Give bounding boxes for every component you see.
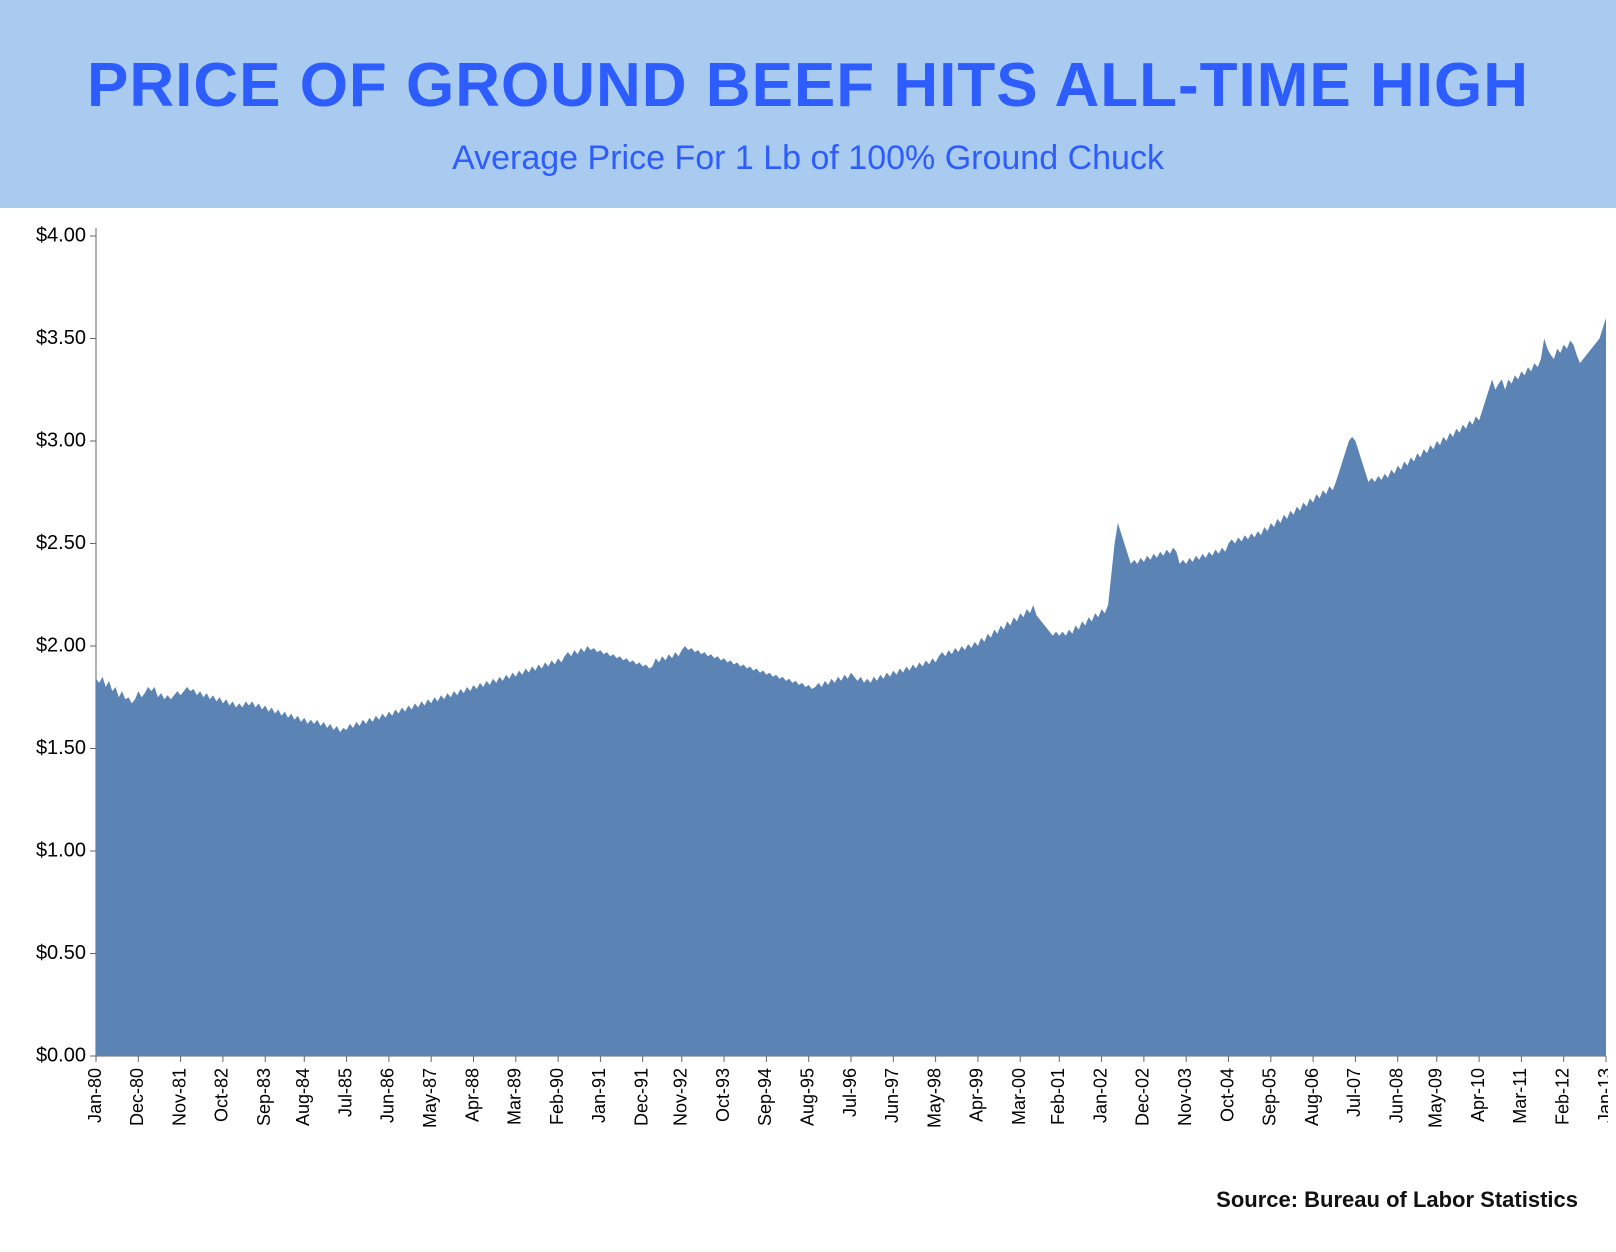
svg-text:$2.00: $2.00 bbox=[36, 634, 86, 656]
svg-text:Aug-95: Aug-95 bbox=[797, 1068, 817, 1126]
svg-text:Jul-96: Jul-96 bbox=[840, 1068, 860, 1117]
price-area-chart: $0.00 $0.50 $1.00 $1.50 $2.00 $2.50 $3.00 $3.50… bbox=[8, 216, 1608, 1176]
svg-text:Jan-91: Jan-91 bbox=[589, 1068, 609, 1123]
svg-text:Jun-86: Jun-86 bbox=[378, 1068, 398, 1123]
svg-text:Feb-12: Feb-12 bbox=[1552, 1068, 1572, 1125]
svg-text:$1.00: $1.00 bbox=[36, 839, 86, 861]
svg-text:$0.00: $0.00 bbox=[36, 1044, 86, 1066]
svg-text:Mar-00: Mar-00 bbox=[1009, 1068, 1029, 1125]
svg-text:$3.00: $3.00 bbox=[36, 429, 86, 451]
svg-text:Aug-84: Aug-84 bbox=[293, 1068, 313, 1126]
svg-text:Jun-97: Jun-97 bbox=[882, 1068, 902, 1123]
svg-text:Jan-80: Jan-80 bbox=[85, 1068, 105, 1123]
svg-text:Feb-01: Feb-01 bbox=[1048, 1068, 1068, 1125]
svg-text:Oct-04: Oct-04 bbox=[1217, 1068, 1237, 1122]
svg-text:Jan-13: Jan-13 bbox=[1595, 1068, 1608, 1123]
svg-text:Jun-08: Jun-08 bbox=[1386, 1068, 1406, 1123]
svg-text:Mar-11: Mar-11 bbox=[1510, 1068, 1530, 1124]
svg-text:Jul-07: Jul-07 bbox=[1344, 1068, 1364, 1117]
svg-text:Nov-03: Nov-03 bbox=[1175, 1068, 1195, 1126]
svg-text:May-09: May-09 bbox=[1426, 1068, 1446, 1128]
page-subtitle: Average Price For 1 Lb of 100% Ground Ch… bbox=[40, 139, 1576, 178]
svg-text:Oct-82: Oct-82 bbox=[212, 1068, 232, 1122]
svg-text:Sep-83: Sep-83 bbox=[254, 1068, 274, 1126]
svg-text:Sep-94: Sep-94 bbox=[755, 1068, 775, 1126]
chart-container: $0.00 $0.50 $1.00 $1.50 $2.00 $2.50 $3.00 $3.50… bbox=[0, 208, 1616, 1223]
svg-text:Aug-06: Aug-06 bbox=[1302, 1068, 1322, 1126]
svg-text:Apr-88: Apr-88 bbox=[462, 1068, 482, 1122]
svg-text:$2.50: $2.50 bbox=[36, 532, 86, 554]
svg-text:Dec-02: Dec-02 bbox=[1133, 1068, 1153, 1126]
svg-text:Sep-05: Sep-05 bbox=[1260, 1068, 1280, 1126]
svg-text:Apr-10: Apr-10 bbox=[1468, 1068, 1488, 1122]
svg-text:$4.00: $4.00 bbox=[36, 224, 86, 246]
svg-text:Nov-81: Nov-81 bbox=[169, 1068, 189, 1126]
svg-text:$3.50: $3.50 bbox=[36, 327, 86, 349]
header: PRICE OF GROUND BEEF HITS ALL-TIME HIGH … bbox=[0, 0, 1616, 208]
svg-text:Feb-90: Feb-90 bbox=[547, 1068, 567, 1125]
svg-text:Oct-93: Oct-93 bbox=[713, 1068, 733, 1122]
svg-text:Mar-89: Mar-89 bbox=[505, 1068, 525, 1125]
svg-text:$1.50: $1.50 bbox=[36, 737, 86, 759]
svg-text:May-98: May-98 bbox=[924, 1068, 944, 1128]
svg-text:Apr-99: Apr-99 bbox=[967, 1068, 987, 1122]
page-title: PRICE OF GROUND BEEF HITS ALL-TIME HIGH bbox=[40, 50, 1576, 121]
svg-text:Jan-02: Jan-02 bbox=[1090, 1068, 1110, 1123]
svg-text:May-87: May-87 bbox=[420, 1068, 440, 1128]
svg-text:Jul-85: Jul-85 bbox=[335, 1068, 355, 1117]
svg-text:Dec-91: Dec-91 bbox=[631, 1068, 651, 1126]
svg-text:Nov-92: Nov-92 bbox=[671, 1068, 691, 1126]
svg-text:$0.50: $0.50 bbox=[36, 942, 86, 964]
source-label: Source: Bureau of Labor Statistics bbox=[8, 1181, 1608, 1223]
svg-text:Dec-80: Dec-80 bbox=[127, 1068, 147, 1126]
